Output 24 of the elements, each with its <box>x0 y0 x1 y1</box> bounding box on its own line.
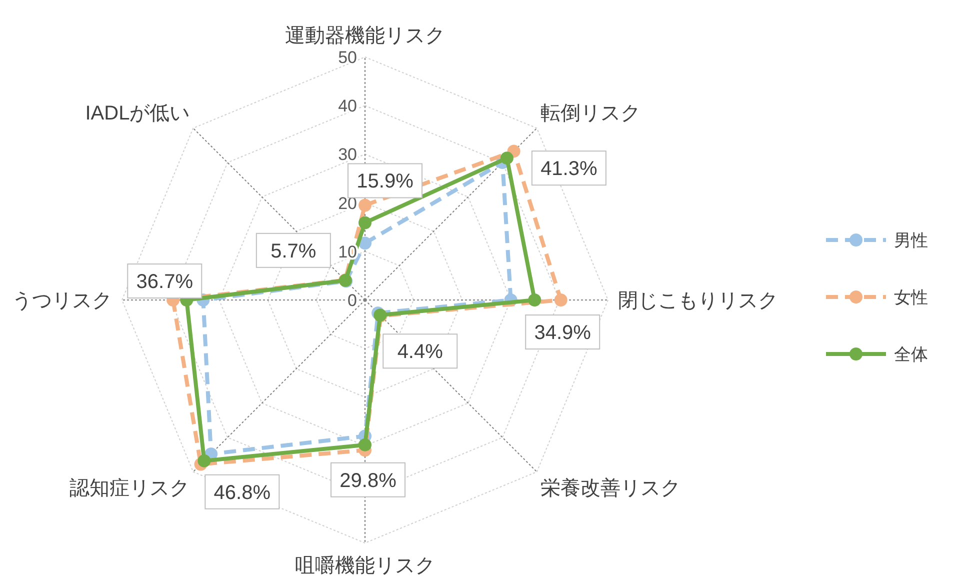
data-label: 41.3% <box>540 158 598 180</box>
legend-label: 全体 <box>894 345 928 364</box>
spoke-label: 転倒リスク <box>540 102 640 125</box>
data-label: 29.8% <box>340 470 397 492</box>
y-tick-label: 50 <box>338 48 357 67</box>
data-label: 46.8% <box>214 482 271 504</box>
data-label: 15.9% <box>356 170 414 193</box>
data-label: 34.9% <box>534 322 592 344</box>
spoke-label: 栄養改善リスク <box>540 476 680 500</box>
legend-label: 男性 <box>894 231 928 250</box>
y-tick-label: 20 <box>338 194 357 213</box>
spoke-label: 認知症リスク <box>70 477 190 500</box>
spoke-label: うつリスク <box>12 290 112 312</box>
spoke-label: IADLが低い <box>85 102 190 125</box>
data-label: 5.7% <box>270 240 316 262</box>
spoke-label: 閉じこもりリスク <box>618 290 778 312</box>
data-label: 4.4% <box>397 341 444 364</box>
y-tick-label: 0 <box>348 291 357 310</box>
y-tick-label: 30 <box>338 145 357 164</box>
spoke-label: 運動器機能リスク <box>285 25 445 48</box>
data-label: 36.7% <box>136 271 194 293</box>
y-tick-label: 40 <box>338 96 357 116</box>
legend-label: 女性 <box>894 288 928 307</box>
spoke-label: 咀嚼機能リスク <box>295 554 435 577</box>
